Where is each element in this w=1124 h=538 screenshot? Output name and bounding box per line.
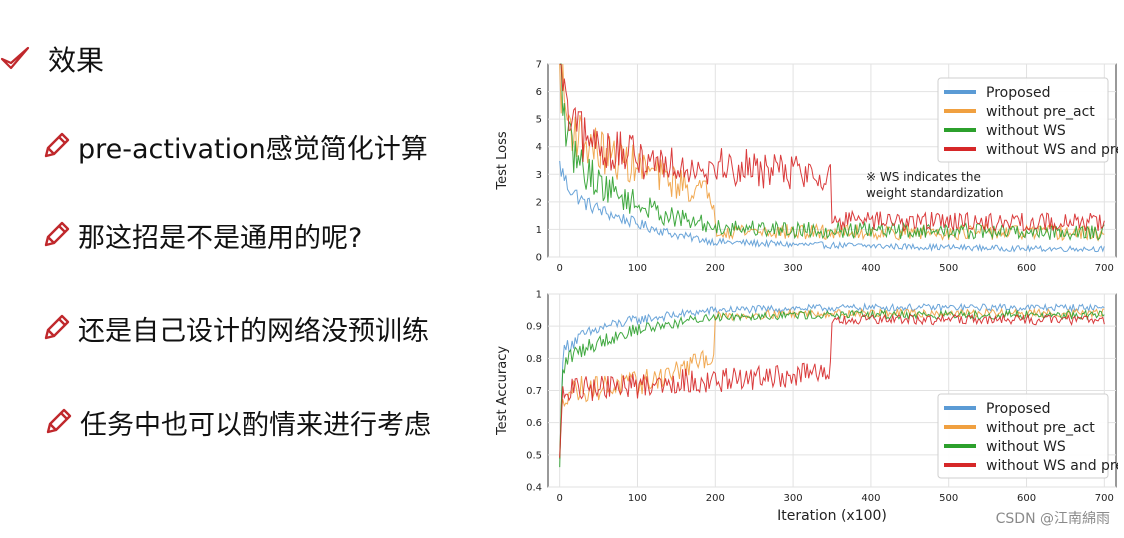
series-line: [559, 302, 1105, 460]
x-tick-label: 300: [784, 263, 803, 274]
pencil-icon: [44, 221, 70, 246]
x-axis-label: Iteration (x100): [777, 508, 887, 524]
bullet-item: 任务中也可以酌情来进行考虑: [42, 403, 431, 442]
y-tick-label: 1: [536, 290, 542, 301]
y-tick-label: 3: [536, 170, 542, 181]
watermark: CSDN @江南綿雨: [995, 511, 1110, 527]
x-tick-label: 100: [628, 493, 647, 504]
x-tick-label: 400: [861, 493, 880, 504]
series-line: [559, 307, 1105, 459]
legend-label: without WS and pre_act: [986, 142, 1118, 158]
series-line: [559, 63, 1105, 241]
x-tick-label: 600: [1017, 263, 1036, 274]
legend-label: without WS: [986, 123, 1066, 139]
slide-heading: 效果: [0, 36, 104, 82]
annotation-text: weight standardization: [866, 186, 1003, 200]
x-tick-label: 100: [628, 263, 647, 274]
x-tick-label: 600: [1017, 493, 1036, 504]
legend-label: Proposed: [986, 401, 1050, 417]
legend-label: without WS and pre_act: [986, 458, 1118, 474]
x-tick-label: 200: [706, 493, 725, 504]
pencil-icon: [44, 314, 70, 339]
legend-label: without pre_act: [986, 104, 1095, 120]
y-tick-label: 1: [536, 225, 542, 236]
y-tick-label: 2: [536, 197, 542, 208]
bullet-item: 那这招是不是通用的呢?: [40, 216, 362, 255]
pencil-icon: [44, 132, 70, 157]
legend-label: Proposed: [986, 85, 1050, 101]
y-tick-label: 0.9: [526, 322, 542, 333]
bullet-item: 还是自己设计的网络没预训练: [40, 309, 429, 348]
legend-label: without pre_act: [986, 420, 1095, 436]
bullet-text: 还是自己设计的网络没预训练: [78, 316, 429, 347]
y-tick-label: 0: [536, 253, 542, 264]
charts-figure: 0 100 200 300 400 500 600 700 0 1 2 3 4 5 6 7 Test Loss P…: [495, 60, 1118, 525]
bullet-text: 任务中也可以酌情来进行考虑: [80, 410, 431, 441]
y-tick-label: 0.4: [526, 483, 542, 494]
legend-label: without WS: [986, 439, 1066, 455]
y-tick-label: 4: [536, 142, 542, 153]
series-line: [559, 308, 1105, 468]
x-tick-label: 0: [556, 493, 562, 504]
y-tick-label: 5: [536, 115, 542, 126]
bullet-text: 那这招是不是通用的呢?: [78, 223, 363, 254]
y-tick-label: 0.7: [526, 386, 542, 397]
series-line: [559, 313, 1105, 458]
x-tick-label: 700: [1095, 493, 1114, 504]
annotation-text: ※ WS indicates the: [866, 170, 981, 184]
series-line: [559, 160, 1105, 253]
legend-box: [937, 393, 1109, 479]
y-tick-label: 0.5: [526, 450, 542, 461]
y-axis-label: Test Loss: [495, 131, 510, 190]
checkmark-icon: [0, 46, 30, 70]
y-tick-label: 0.6: [526, 418, 542, 429]
x-tick-label: 500: [939, 493, 958, 504]
series-line: [559, 63, 1105, 232]
x-tick-label: 300: [784, 493, 803, 504]
legend-box: [937, 77, 1109, 163]
y-axis-label: Test Accuracy: [495, 346, 510, 436]
x-tick-label: 700: [1095, 263, 1114, 274]
y-tick-label: 6: [536, 87, 542, 98]
bullet-text: pre-activation感觉简化计算: [78, 134, 428, 165]
x-tick-label: 400: [861, 263, 880, 274]
y-tick-label: 0.8: [526, 354, 542, 365]
series-line: [559, 63, 1105, 242]
y-tick-label: 7: [536, 60, 542, 71]
pencil-icon: [46, 408, 72, 433]
bullet-item: pre-activation感觉简化计算: [40, 127, 428, 166]
x-tick-label: 200: [706, 263, 725, 274]
x-tick-label: 500: [939, 263, 958, 274]
x-tick-label: 0: [556, 263, 562, 274]
slide-heading-text: 效果: [48, 44, 105, 77]
